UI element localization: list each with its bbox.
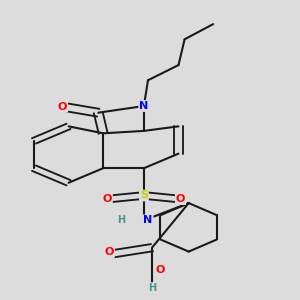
Text: S: S xyxy=(140,190,148,200)
Text: O: O xyxy=(155,266,165,275)
Text: O: O xyxy=(103,194,112,204)
Text: N: N xyxy=(139,101,148,111)
Text: H: H xyxy=(148,283,156,293)
Text: O: O xyxy=(105,247,114,257)
Text: O: O xyxy=(58,102,67,112)
Text: H: H xyxy=(117,215,126,225)
Text: O: O xyxy=(176,194,185,204)
Text: N: N xyxy=(143,215,153,225)
